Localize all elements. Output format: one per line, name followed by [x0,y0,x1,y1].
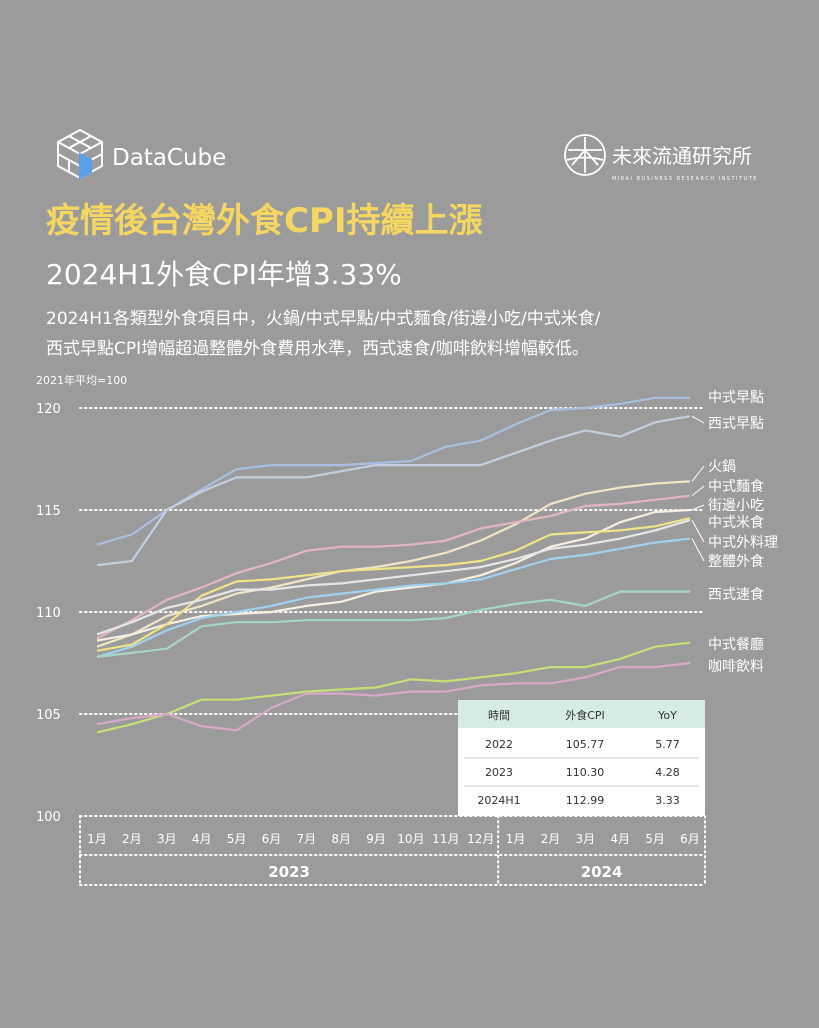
x-tick-label: 5月 [645,832,665,846]
x-tick-label: 4月 [192,832,212,846]
x-tick-label: 3月 [157,832,177,846]
legend-label: 中式早點 [708,390,764,406]
brand: DataCube [112,145,226,171]
mirai-logo [564,134,606,176]
x-tick-label: 1月 [87,832,107,846]
x-tick-label: 4月 [610,832,630,846]
x-tick-label: 12月 [467,832,494,846]
legend-label: 整體外食 [708,553,764,570]
table-cell: 2023 [485,766,513,779]
x-tick-label: 10月 [397,832,424,846]
series-line [96,480,691,648]
org-name: 未來流通研究所 [612,144,752,168]
series-line [96,517,691,652]
legend-label: 街邊小吃 [708,498,764,514]
description: 西式早點CPI增幅超過整體外食費用水準，西式速食/咖啡飲料增幅較低。 [46,339,589,359]
series-line [96,519,691,636]
table-header: YoY [657,709,677,722]
y-axis-label: 2021年平均=100 [36,373,127,387]
leader-line [691,415,705,424]
leader-line [691,538,705,562]
x-tick-label: 11月 [432,832,459,846]
legend-label: 西式早點 [708,416,764,432]
table-cell: 105.77 [566,738,605,751]
x-tick-label: 6月 [262,832,282,846]
leader-line [691,485,705,497]
y-tick-label: 115 [36,504,61,519]
x-tick-label: 2月 [541,832,561,846]
table-cell: 112.99 [566,794,605,807]
legend-label: 西式速食 [708,586,764,603]
x-tick-label: 9月 [366,832,386,846]
subtitle: 2024H1外食CPI年增3.33% [46,258,402,291]
datacube-logo [57,128,103,180]
legend-label: 中式外料理 [708,535,778,551]
legend-label: 火鍋 [708,459,736,475]
series-line [96,537,691,658]
x-tick-label: 8月 [331,832,351,846]
x-tick-label: 3月 [576,832,596,846]
x-tick-label: 7月 [296,832,316,846]
series-line [96,661,691,732]
y-tick-label: 100 [36,810,61,825]
x-tick-label: 6月 [680,832,700,846]
org-name-en: MIRAI BUSINESS RESEARCH INSTITUTE [612,176,758,182]
series-line [96,508,691,642]
legend-label: 中式餐廳 [708,636,764,653]
series-line [96,415,691,567]
plot: 100 105 110 115 120 1月 2月 3月 4月 5月 6月 7月 8月 9月 10月 11月 1… [36,390,778,886]
leader-line [691,519,705,543]
legend-label: 咖啡飲料 [708,659,764,675]
leader-line [691,465,705,482]
legend-label: 中式麵食 [708,478,764,495]
series-line [96,590,690,658]
table-cell: 2022 [485,738,513,751]
table-header: 時間 [488,709,510,722]
y-tick-label: 105 [36,708,61,723]
table-cell: 2024H1 [477,794,520,807]
x-tick-label: 2月 [122,832,142,846]
x-tick-label: 1月 [506,832,526,846]
y-tick-label: 120 [36,402,61,417]
table-header: 外食CPI [565,708,605,722]
x-group-label: 2024 [581,863,623,881]
table-cell: 4.28 [655,766,680,779]
table-header-bg [458,700,705,728]
legend-label: 中式米食 [708,514,764,531]
y-tick-label: 110 [36,606,61,621]
table-cell: 3.33 [655,794,680,807]
series-line [96,494,691,640]
x-group-label: 2023 [268,863,310,881]
description: 2024H1各類型外食項目中，火鍋/中式早點/中式麵食/街邊小吃/中式米食/ [46,309,601,329]
x-tick-label: 5月 [227,832,247,846]
leader-line [691,504,705,511]
table-cell: 5.77 [655,738,680,751]
title: 疫情後台灣外食CPI持續上漲 [46,201,483,241]
series-line [96,641,691,734]
table-cell: 110.30 [566,766,605,779]
series-line [96,396,690,546]
